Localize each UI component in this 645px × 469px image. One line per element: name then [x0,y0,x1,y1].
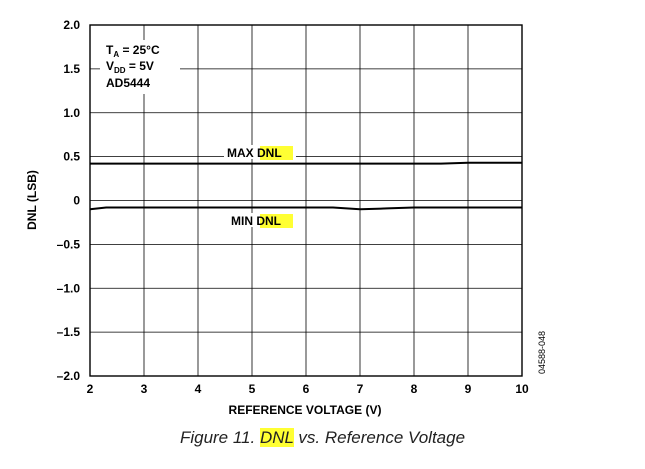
figure-caption: Figure 11. DNL vs. Reference Voltage [0,428,645,448]
x-axis-label: REFERENCE VOLTAGE (V) [229,403,382,417]
y-tick-label: 2.0 [63,18,80,32]
caption-prefix: Figure 11. [179,428,260,447]
x-tick-label: 5 [249,382,256,396]
y-tick-label: 1.0 [63,106,80,120]
max-dnl-line [90,161,522,165]
min-dnl-highlight [260,214,293,228]
y-tick-label: 0.5 [63,150,80,164]
series-lines [89,161,522,211]
x-tick-label: 10 [515,382,529,396]
x-tick-labels: 2 3 4 5 6 7 8 9 10 [87,382,529,396]
y-tick-label: 0 [73,194,80,208]
x-tick-label: 3 [141,382,148,396]
x-tick-label: 8 [411,382,418,396]
condition-supply: VDD = 5V [106,59,154,75]
min-dnl-line [89,206,522,211]
figure-id: 04588-048 [537,331,547,374]
condition-part-number: AD5444 [106,76,150,90]
max-dnl-label: MAX DNL [227,146,282,160]
y-tick-label: –1.0 [57,281,81,295]
x-tick-label: 7 [357,382,364,396]
plot-frame [89,24,523,377]
y-tick-label: 1.5 [63,62,80,76]
y-tick-label: –1.5 [57,325,81,339]
min-dnl-label: MIN DNL [231,214,281,228]
y-tick-label: –2.0 [57,369,81,383]
x-tick-label: 2 [87,382,94,396]
caption-highlight: DNL [259,428,294,447]
y-tick-labels: 2.0 1.5 1.0 0.5 0 –0.5 –1.0 –1.5 –2.0 [57,18,81,383]
x-tick-label: 9 [465,382,472,396]
dnl-chart: 2.0 1.5 1.0 0.5 0 –0.5 –1.0 –1.5 –2.0 2 3 4 5 6 7 8 9 10… [25,18,547,417]
max-dnl-highlight [260,146,293,160]
x-tick-label: 6 [303,382,310,396]
caption-suffix: vs. Reference Voltage [293,428,466,447]
y-tick-label: –0.5 [57,237,81,251]
conditions-box [100,40,180,94]
x-tick-label: 4 [195,382,202,396]
condition-temperature: TA = 25°C [106,43,160,59]
y-axis-label: DNL (LSB) [25,170,39,230]
